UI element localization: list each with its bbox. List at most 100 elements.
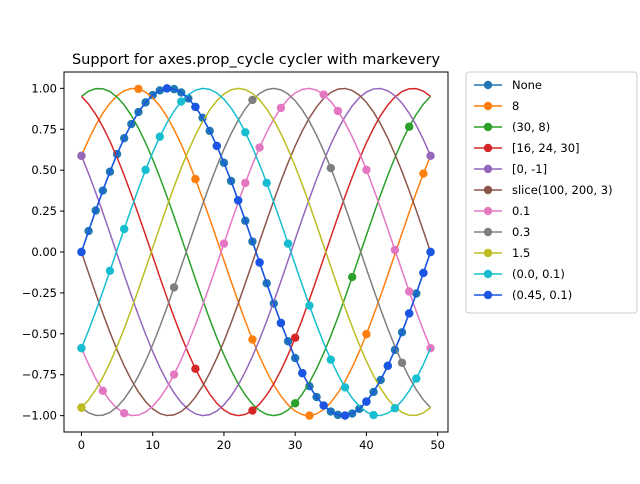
legend-marker <box>483 290 493 300</box>
data-point <box>77 247 86 257</box>
data-point <box>248 406 257 415</box>
y-tick-label: −0.50 <box>22 327 57 341</box>
data-point <box>419 169 428 178</box>
series-line <box>80 87 432 417</box>
legend-label: 0.1 <box>512 204 530 218</box>
data-point <box>319 401 328 410</box>
y-tick-label: −0.75 <box>22 368 57 382</box>
data-point <box>77 343 86 353</box>
legend-item: 0.1 <box>474 204 530 218</box>
data-point <box>426 151 435 161</box>
data-point <box>276 318 286 328</box>
y-tick-label: 0.50 <box>31 163 57 177</box>
legend-marker <box>483 227 493 237</box>
legend-label: None <box>512 78 542 92</box>
y-tick-label: −1.00 <box>22 409 57 423</box>
data-point <box>333 106 343 116</box>
data-point <box>326 355 336 364</box>
data-point <box>426 247 435 257</box>
data-point <box>255 258 264 267</box>
legend-label: (0.45, 0.1) <box>512 288 572 302</box>
legend-label: 0.3 <box>512 225 530 239</box>
legend-label: slice(100, 200, 3) <box>512 183 613 197</box>
data-point <box>262 178 271 188</box>
legend-label: 8 <box>512 99 519 113</box>
data-point <box>276 103 286 113</box>
series-layer <box>77 84 435 420</box>
legend-label: [0, -1] <box>512 162 547 176</box>
legend-marker <box>483 101 493 111</box>
legend-item: (0.0, 0.1) <box>474 267 565 281</box>
x-tick-label: 40 <box>359 438 374 452</box>
y-tick-label: 1.00 <box>31 81 57 95</box>
data-point <box>191 102 200 112</box>
legend-marker <box>483 248 493 258</box>
data-point <box>169 370 179 379</box>
data-point <box>105 266 115 276</box>
data-point <box>383 361 392 371</box>
y-tick-label: −0.25 <box>22 286 57 300</box>
legend-item: None <box>474 78 542 92</box>
data-point <box>298 368 307 378</box>
data-point <box>255 143 264 152</box>
data-point <box>212 141 222 151</box>
data-point <box>362 165 371 175</box>
legend-item: (0.45, 0.1) <box>474 288 572 302</box>
data-point <box>319 90 328 99</box>
data-point <box>241 128 250 137</box>
legend-label: 1.5 <box>512 246 530 260</box>
series-line <box>80 87 432 417</box>
data-point <box>397 358 407 367</box>
series-8 <box>77 87 431 417</box>
data-point <box>419 268 428 278</box>
legend-label: (0.0, 0.1) <box>512 267 565 281</box>
data-point <box>404 122 414 131</box>
legend-label: (30, 8) <box>512 120 550 134</box>
data-point <box>290 333 300 342</box>
data-point <box>241 178 250 188</box>
data-point <box>390 404 400 413</box>
legend: None 8 (30, 8) [16, 24, 30] [0, -1] slice(100… <box>465 71 638 314</box>
legend-label: [16, 24, 30] <box>512 141 580 155</box>
legend-marker <box>483 269 493 279</box>
data-point <box>404 309 414 318</box>
data-point <box>162 84 172 93</box>
legend-item: [16, 24, 30] <box>474 141 580 155</box>
legend-marker <box>483 206 493 216</box>
data-point <box>283 239 293 248</box>
data-point <box>362 397 371 406</box>
data-point <box>290 399 300 408</box>
data-point <box>120 408 129 418</box>
data-point <box>77 403 86 412</box>
data-point <box>404 287 414 296</box>
series-line <box>80 87 431 417</box>
y-tick-label: 0.75 <box>31 122 57 136</box>
data-point <box>191 364 200 374</box>
legend-item: slice(100, 200, 3) <box>474 183 613 197</box>
data-point <box>347 272 357 282</box>
series-3 <box>80 87 431 417</box>
x-tick-label: 10 <box>145 438 160 452</box>
data-point <box>134 84 143 94</box>
legend-item: 8 <box>474 99 519 113</box>
legend-item: (30, 8) <box>474 120 550 134</box>
x-tick-label: 50 <box>430 438 445 452</box>
x-tick-label: 0 <box>78 438 85 452</box>
data-point <box>412 374 421 383</box>
ticks-layer: 0 10 20 30 40 50 −1.00 −0.75 −0.50 −0.25 0.00 0.25 0… <box>22 81 445 452</box>
data-point <box>390 245 400 255</box>
legend-marker <box>483 80 493 90</box>
series-9 <box>77 87 432 420</box>
data-point <box>155 132 165 141</box>
data-point <box>233 196 243 205</box>
data-point <box>176 97 186 106</box>
x-tick-label: 30 <box>288 438 303 452</box>
y-tick-label: 0.25 <box>31 204 57 218</box>
legend-item: [0, -1] <box>474 162 547 176</box>
data-point <box>340 383 350 392</box>
data-point <box>305 301 314 310</box>
data-point <box>191 174 200 184</box>
series-line <box>80 87 431 417</box>
